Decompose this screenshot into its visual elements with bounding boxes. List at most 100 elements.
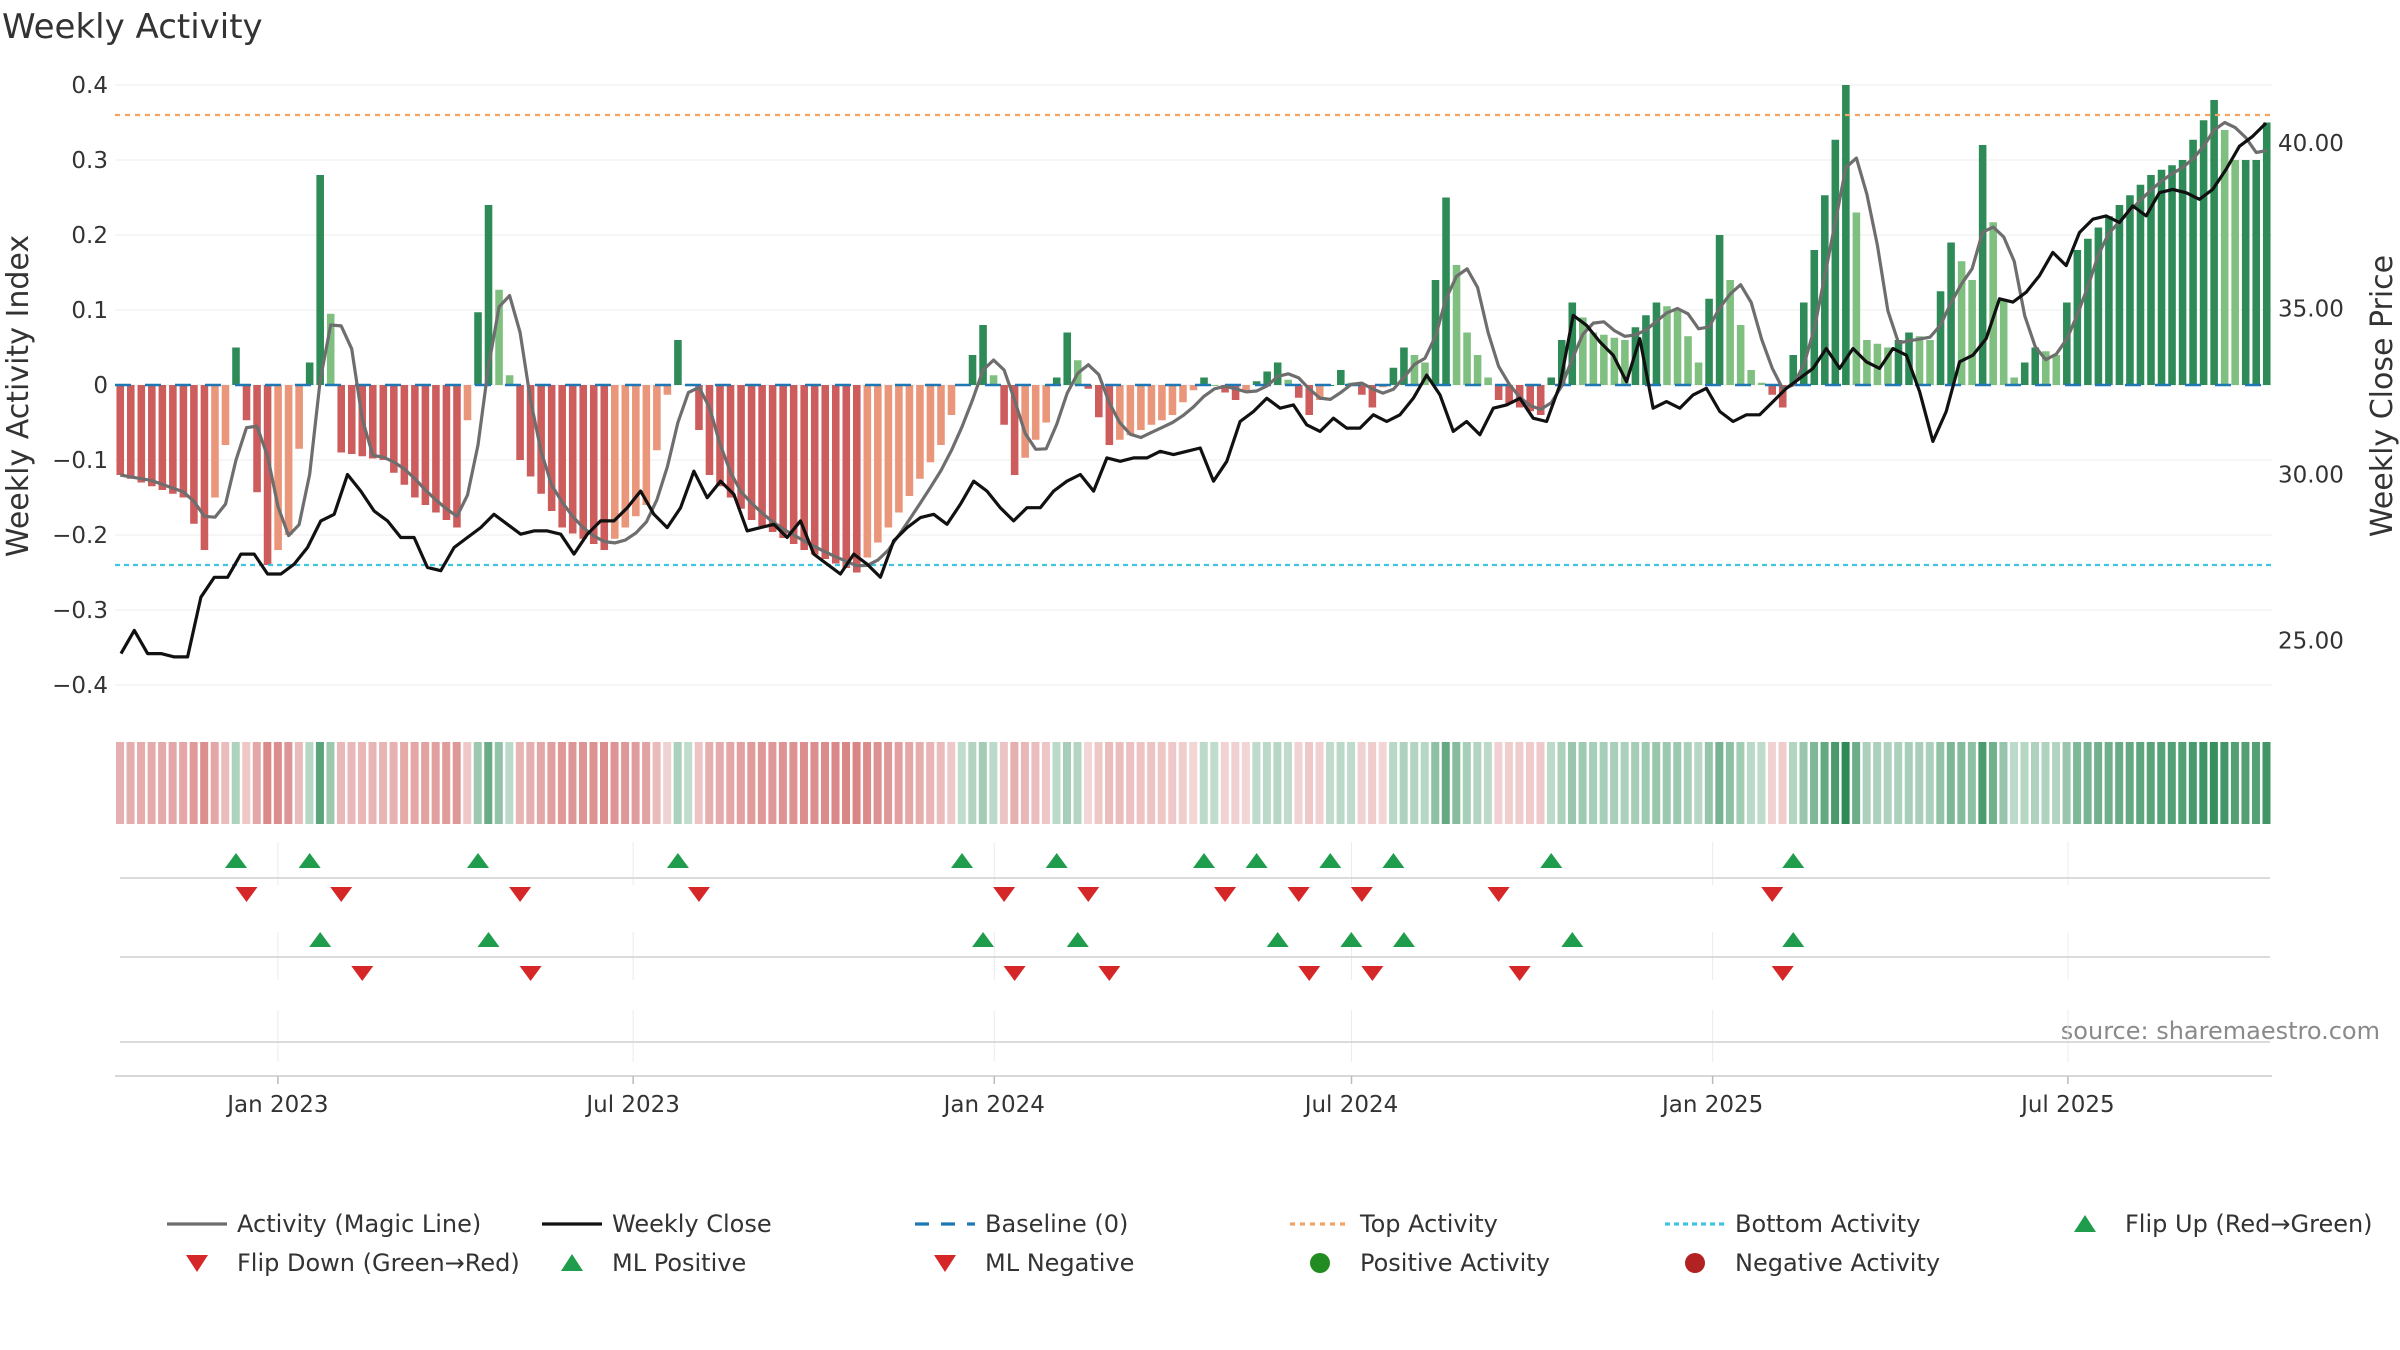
heat-cell-174 <box>1946 742 1955 824</box>
heat-cell-14 <box>263 742 272 824</box>
heat-cell-23 <box>358 742 367 824</box>
heat-cell-40 <box>536 742 545 824</box>
activity-bar-75 <box>905 385 914 496</box>
activity-bar-72 <box>874 385 882 543</box>
activity-bar-5 <box>169 385 177 494</box>
activity-bar-62 <box>768 385 777 532</box>
heat-cell-82 <box>978 742 987 824</box>
activity-bar-199 <box>2210 100 2218 385</box>
activity-bar-38 <box>516 385 524 460</box>
heat-cell-45 <box>589 742 598 824</box>
heat-cell-47 <box>610 742 619 824</box>
activity-bar-139 <box>1579 317 1587 385</box>
activity-bar-181 <box>2020 362 2029 385</box>
activity-bar-48 <box>621 385 630 528</box>
heat-cell-70 <box>852 742 861 824</box>
activity-bar-128 <box>1463 332 1471 385</box>
heat-cell-98 <box>1147 742 1156 824</box>
flip-down-marker-118 <box>1350 887 1373 902</box>
heat-cell-204 <box>2262 742 2271 824</box>
y2-tick-label-3: 25.00 <box>2278 628 2344 654</box>
heat-cell-159 <box>1788 742 1798 824</box>
heat-cell-73 <box>884 742 893 824</box>
heat-cell-20 <box>326 742 335 824</box>
legend-label-10: Negative Activity <box>1735 1249 1940 1277</box>
heat-cell-105 <box>1220 742 1229 824</box>
heat-cell-186 <box>2073 742 2082 824</box>
heat-cell-180 <box>2009 742 2018 824</box>
activity-bar-74 <box>895 385 903 513</box>
activity-bar-150 <box>1694 362 1703 385</box>
activity-bar-180 <box>2010 377 2019 385</box>
heat-cell-9 <box>210 742 219 824</box>
activity-bar-140 <box>1589 332 1598 385</box>
activity-bar-202 <box>2241 160 2250 385</box>
activity-bar-30 <box>432 385 440 513</box>
activity-bar-101 <box>1179 385 1187 403</box>
activity-bar-70 <box>853 385 861 573</box>
legend-label-5: Flip Up (Red→Green) <box>2125 1210 2373 1238</box>
heat-cell-101 <box>1178 742 1187 824</box>
legend-label-9: Positive Activity <box>1360 1249 1550 1277</box>
activity-bar-174 <box>1947 242 1955 385</box>
heat-cell-128 <box>1462 742 1471 824</box>
heat-cell-175 <box>1957 742 1966 824</box>
heat-cell-51 <box>652 742 661 824</box>
activity-bar-57 <box>716 385 724 487</box>
activity-bar-85 <box>1010 385 1019 475</box>
activity-bar-99 <box>1158 385 1166 421</box>
activity-bar-9 <box>211 385 219 498</box>
ml-positive-marker-91 <box>1066 932 1089 947</box>
activity-bar-154 <box>1736 325 1745 385</box>
heat-cell-112 <box>1294 742 1303 824</box>
heat-cell-2 <box>137 742 146 824</box>
activity-bar-64 <box>789 385 798 544</box>
heat-cell-185 <box>2062 742 2071 824</box>
activity-bar-190 <box>2115 205 2124 385</box>
activity-bar-111 <box>1284 379 1292 385</box>
heat-cell-116 <box>1336 742 1345 824</box>
heat-cell-130 <box>1483 742 1492 824</box>
heat-cell-187 <box>2083 742 2092 824</box>
heat-cell-117 <box>1347 742 1356 824</box>
activity-bar-17 <box>295 385 303 449</box>
heat-cell-200 <box>2220 742 2229 824</box>
heat-cell-33 <box>463 742 472 824</box>
heat-cell-17 <box>294 742 303 824</box>
heat-cell-4 <box>158 742 167 824</box>
activity-bar-6 <box>179 385 188 498</box>
activity-bar-58 <box>726 385 735 498</box>
activity-bar-164 <box>1842 85 1850 385</box>
y-tick-label-0: 0.4 <box>71 73 108 99</box>
activity-bar-110 <box>1273 362 1282 385</box>
heat-cell-179 <box>1999 742 2008 824</box>
heat-cell-169 <box>1894 742 1903 824</box>
series-lines <box>115 113 2272 659</box>
activity-bar-119 <box>1368 385 1377 408</box>
heat-cell-134 <box>1525 742 1534 824</box>
flip-up-marker-53 <box>666 853 689 868</box>
ml-negative-marker-133 <box>1508 966 1531 981</box>
activity-bar-73 <box>884 385 893 528</box>
ml-positive-marker-117 <box>1340 932 1363 947</box>
y-tick-label-6: −0.2 <box>52 523 108 549</box>
activity-bar-8 <box>200 385 209 550</box>
heat-cell-19 <box>315 742 324 824</box>
flip-down-marker-84 <box>993 887 1016 902</box>
activity-bar-103 <box>1200 377 1208 385</box>
activity-bar-147 <box>1663 306 1671 385</box>
legend-label-0: Activity (Magic Line) <box>237 1210 481 1238</box>
activity-bar-108 <box>1252 381 1261 385</box>
activity-bar-90 <box>1063 332 1072 385</box>
x-tick-label-5: Jul 2025 <box>2019 1092 2115 1118</box>
activity-bar-161 <box>1810 250 1819 385</box>
flip-down-marker-131 <box>1487 887 1510 902</box>
heat-cell-66 <box>810 742 819 824</box>
activity-bar-200 <box>2220 130 2229 385</box>
activity-bar-197 <box>2189 139 2197 385</box>
heat-cell-18 <box>305 742 314 824</box>
heat-cell-25 <box>379 742 388 824</box>
heat-cell-167 <box>1873 742 1882 824</box>
activity-bar-142 <box>1610 337 1619 385</box>
activity-bar-105 <box>1221 385 1229 393</box>
